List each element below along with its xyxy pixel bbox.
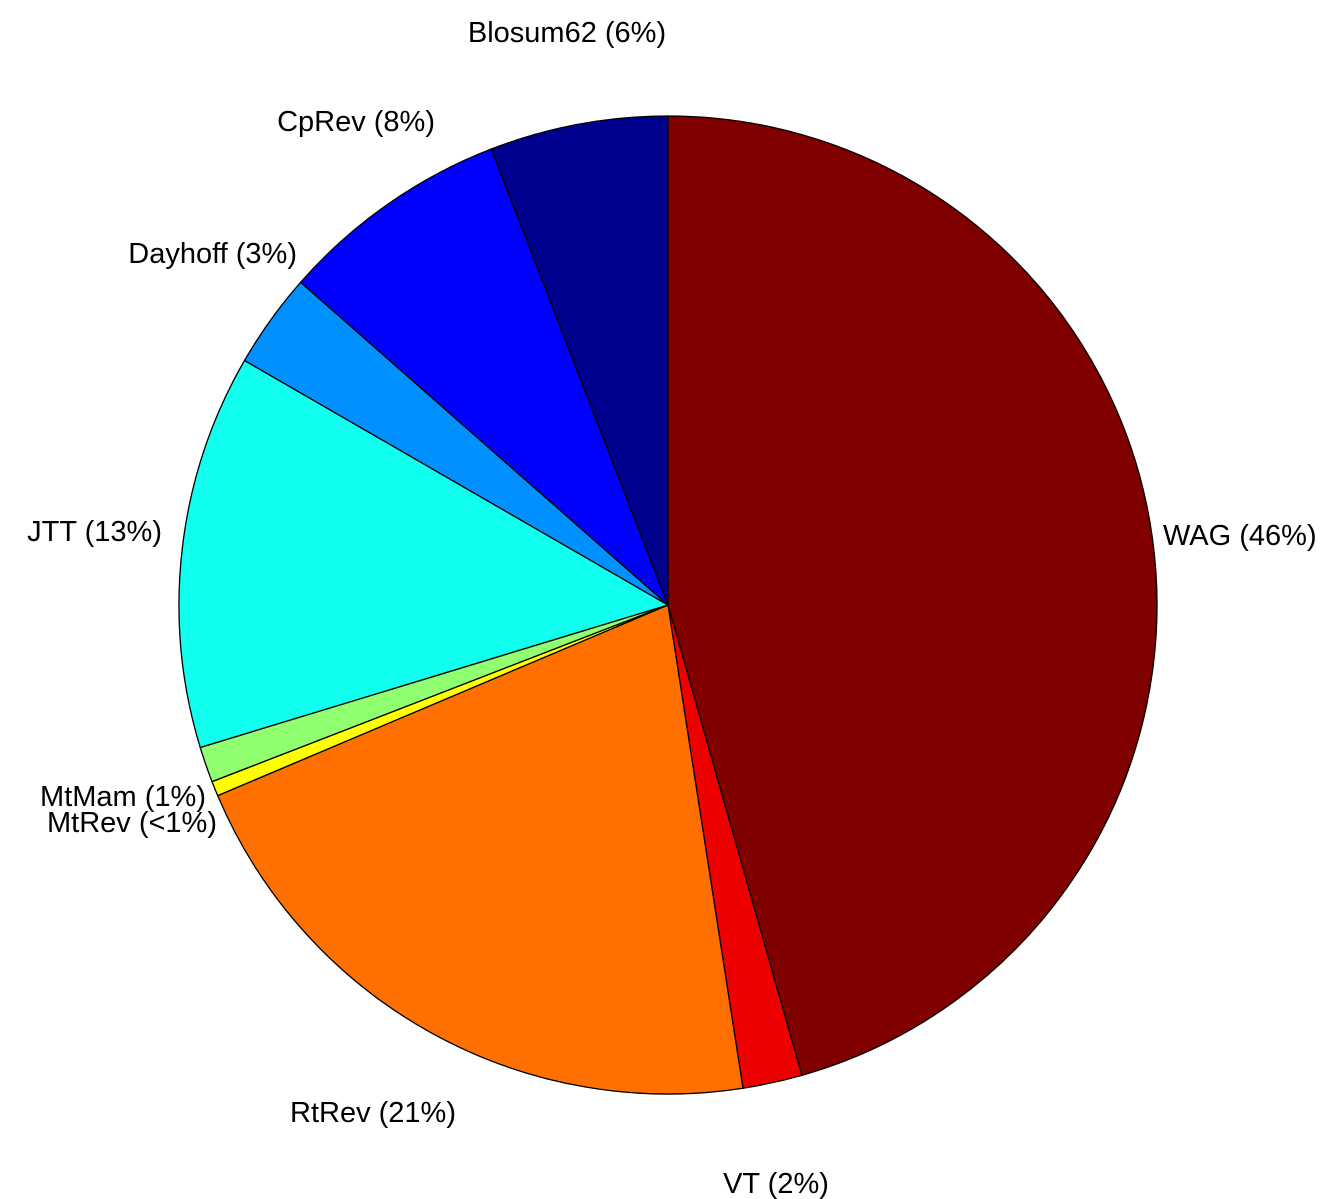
slice-label-vt: VT (2%) <box>723 1168 829 1199</box>
pie-labels: WAG (46%) VT (2%) RtRev (21%) MtRev (<1%)Mt… <box>27 17 1316 1199</box>
slice-label-cprev: CpRev (8%) <box>277 106 435 138</box>
slice-label-mtrev: MtRev (<1%) <box>47 807 217 839</box>
pie-slices <box>178 115 1158 1095</box>
slice-label-blosum62: Blosum62 (6%) <box>468 17 666 49</box>
slice-label-wag: WAG (46%) <box>1163 520 1317 552</box>
slice-label-jtt: JTT (13%) <box>27 516 162 548</box>
slice-label-mtmam: MtMam (1%) <box>40 781 206 813</box>
pie-slice-wag <box>667 115 1158 1076</box>
pie-slice-blosum62 <box>490 115 669 606</box>
pie-slice-jtt <box>178 359 669 749</box>
pie-slice-rtrev <box>217 604 744 1095</box>
slice-label-rtrev: RtRev (21%) <box>290 1097 456 1129</box>
slice-label-dayhoff: Dayhoff (3%) <box>128 238 297 270</box>
pie-slice-cprev <box>299 148 669 606</box>
